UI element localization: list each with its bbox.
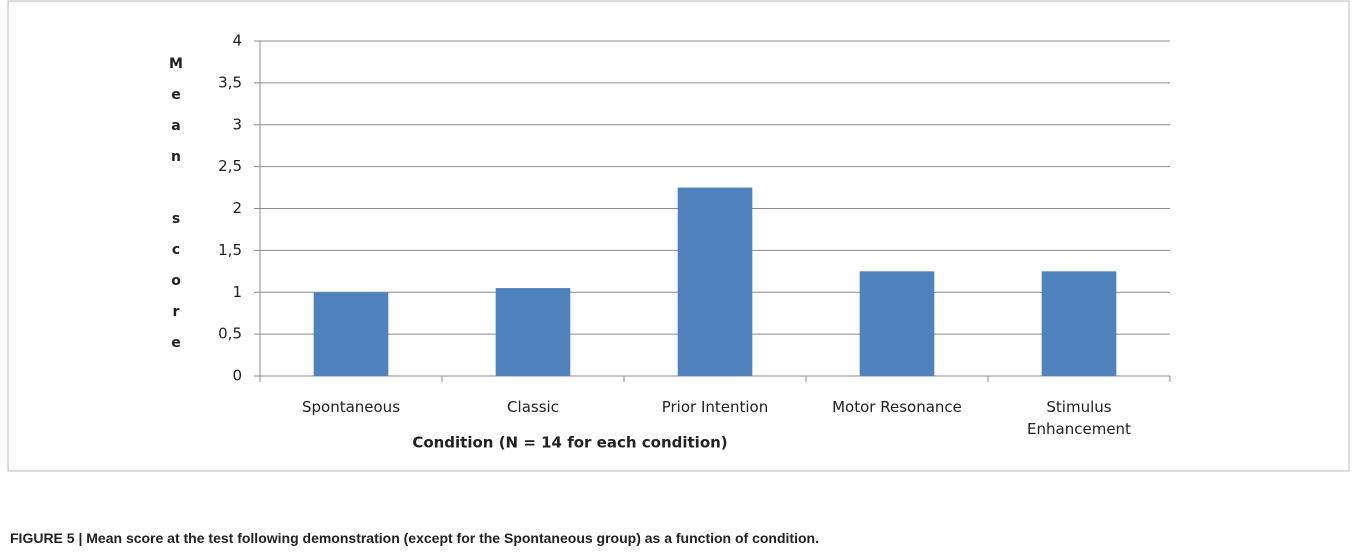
- bar: [677, 187, 753, 376]
- x-tick-label: Prior Intention: [661, 398, 769, 416]
- y-tick-label: 1,5: [218, 241, 242, 259]
- y-axis-title: Mean score: [168, 56, 184, 366]
- x-tick-label: Stimulus Enhancement: [1027, 398, 1131, 438]
- x-tick-label: Motor Resonance: [832, 398, 962, 416]
- bar: [495, 288, 571, 376]
- y-tick-label: 1: [232, 283, 242, 301]
- y-tick-label: 2,5: [218, 157, 242, 175]
- bar: [859, 271, 935, 376]
- x-tick-label: Spontaneous: [301, 398, 401, 416]
- y-tick-label: 3: [232, 115, 242, 133]
- x-tick-label: Classic: [507, 398, 559, 416]
- bar: [313, 292, 389, 376]
- y-tick-label: 4: [232, 32, 242, 50]
- y-tick-label: 0,5: [218, 325, 242, 343]
- y-tick-label: 0: [232, 367, 242, 385]
- chart-frame: [7, 0, 1350, 472]
- y-tick-label: 2: [232, 199, 242, 217]
- y-tick-label: 3,5: [218, 73, 242, 91]
- x-axis-title: Condition (N = 14 for each condition): [412, 434, 727, 452]
- bar: [1041, 271, 1117, 376]
- caption: FIGURE 5 | Mean score at the test follow…: [10, 530, 819, 546]
